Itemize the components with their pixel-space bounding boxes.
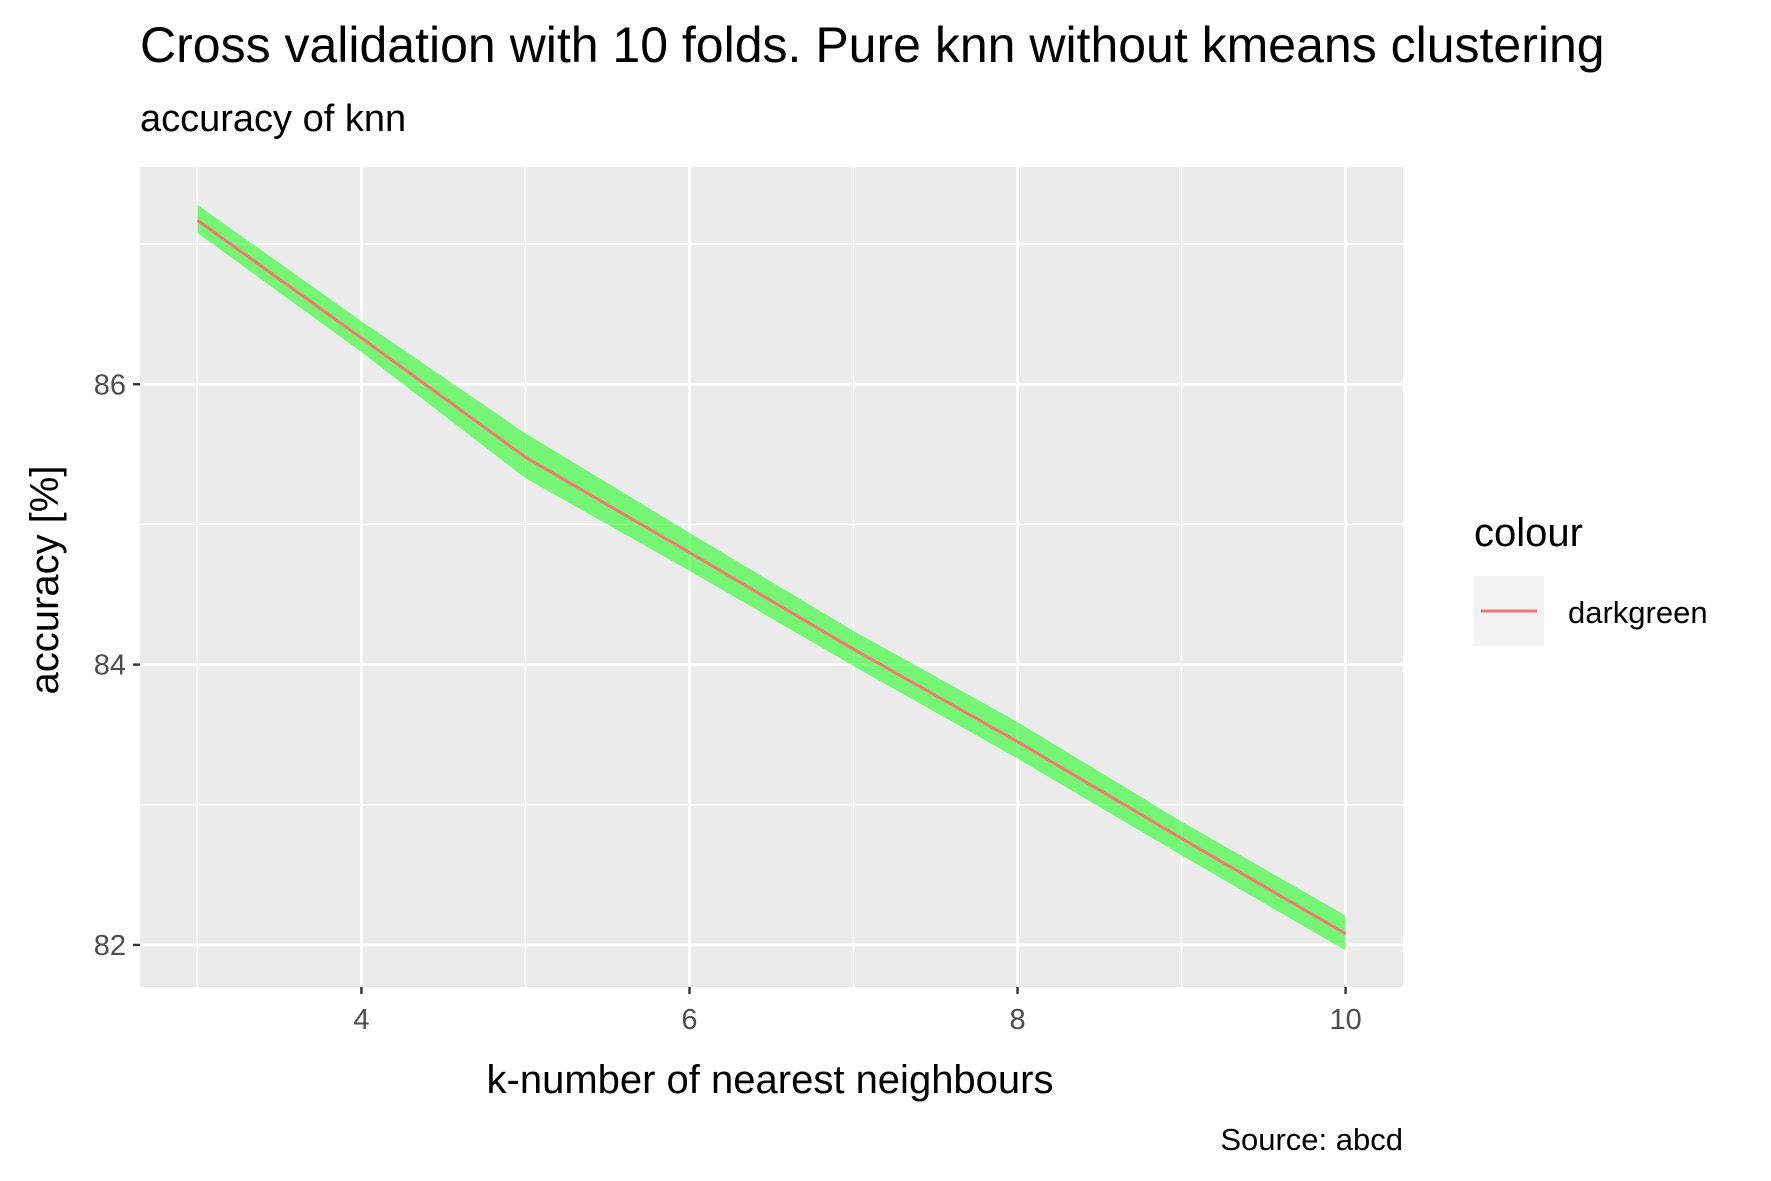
- y-axis-ticks: 82 84 86: [94, 369, 140, 962]
- y-tick-label: 82: [94, 930, 126, 962]
- major-gridlines: [140, 167, 1403, 987]
- x-tick-label: 4: [353, 1004, 369, 1036]
- series-line-darkgreen: [196, 219, 1347, 936]
- minor-gridlines: [140, 167, 1403, 987]
- y-tick-label: 86: [94, 369, 126, 401]
- x-tick-label: 10: [1329, 1004, 1361, 1036]
- legend-title: colour: [1474, 511, 1583, 555]
- confidence-band: [197, 204, 1346, 951]
- legend-label-darkgreen: darkgreen: [1568, 595, 1708, 630]
- x-tick-label: 6: [681, 1004, 697, 1036]
- chart-title: Cross validation with 10 folds. Pure knn…: [140, 17, 1605, 73]
- y-axis-title: accuracy [%]: [23, 466, 67, 695]
- x-axis-title: k-number of nearest neighbours: [487, 1058, 1054, 1102]
- chart-subtitle: accuracy of knn: [140, 98, 406, 140]
- x-tick-label: 8: [1009, 1004, 1025, 1036]
- legend: colour darkgreen: [1474, 511, 1708, 646]
- y-tick-label: 84: [94, 650, 126, 682]
- chart-caption: Source: abcd: [1220, 1122, 1403, 1157]
- x-axis-ticks: 4 6 8 10: [353, 987, 1362, 1036]
